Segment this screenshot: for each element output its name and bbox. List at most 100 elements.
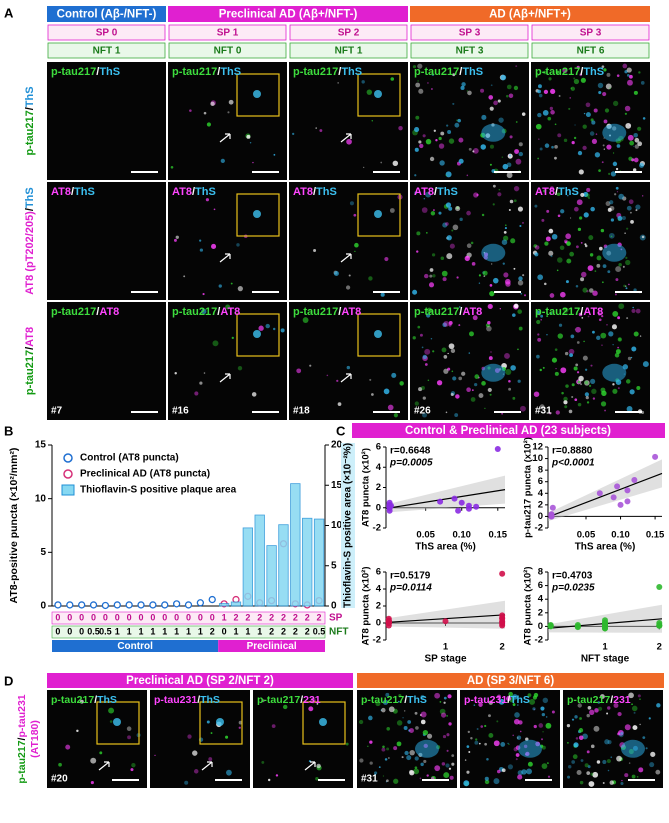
micrograph-signal <box>446 733 450 737</box>
label-part: p-tau231 <box>464 694 507 706</box>
micrograph-signal <box>414 756 419 761</box>
label-part: / <box>313 186 316 198</box>
micrograph-signal <box>90 781 94 785</box>
arrow <box>201 761 213 771</box>
image-label: p-tau217/231 <box>257 694 321 706</box>
micrograph-signal <box>337 82 339 84</box>
micrograph-signal <box>578 735 584 740</box>
plaque-area-bar <box>302 517 313 607</box>
micrograph-signal <box>448 343 455 350</box>
y-tick-label: -2 <box>373 523 381 534</box>
plaque-area-bar <box>230 601 242 607</box>
stage-value: 1 <box>115 626 120 636</box>
micrograph-signal <box>624 112 627 115</box>
micrograph-signal <box>231 336 234 340</box>
stage-value: 0 <box>174 612 179 622</box>
micrograph-signal <box>517 737 519 739</box>
micrograph-signal <box>537 337 542 342</box>
micrograph-signal <box>579 73 583 77</box>
micrograph-signal <box>562 67 568 74</box>
scatter-point <box>465 505 472 512</box>
image-label: p-tau217/231 <box>567 694 631 706</box>
micrograph-signal <box>478 702 483 707</box>
micrograph-signal <box>414 191 418 195</box>
micrograph-signal <box>225 304 231 310</box>
p-value: p=0.0235 <box>551 583 595 594</box>
micrograph-signal <box>579 717 582 720</box>
micrograph-signal <box>493 740 500 747</box>
label-part: / <box>94 694 97 706</box>
micrograph-signal <box>359 758 364 763</box>
stage-value: 0.5 <box>87 626 100 636</box>
puncta-point <box>208 595 216 604</box>
micrograph-signal <box>578 375 584 382</box>
micrograph-signal <box>554 123 557 126</box>
micrograph-signal <box>419 143 424 149</box>
micrograph-signal <box>431 73 435 76</box>
x-axis-title: SP stage <box>424 654 466 665</box>
micrograph-signal <box>498 188 501 191</box>
micrograph-signal <box>428 282 435 288</box>
micrograph-signal <box>508 154 512 157</box>
group-header: Preclinical AD (Aβ+/NFT-) <box>219 9 358 21</box>
micrograph-signal <box>474 740 479 745</box>
puncta-point <box>54 601 62 609</box>
micrograph-signal <box>510 238 516 244</box>
inset-signal <box>253 210 261 218</box>
micrograph-signal <box>378 766 381 769</box>
y-tick-label: 6 <box>376 442 381 453</box>
micrograph-signal <box>578 728 584 733</box>
micrograph-signal <box>571 383 575 387</box>
inset-box <box>357 193 401 237</box>
micrograph-signal <box>512 313 516 317</box>
micrograph-signal <box>554 371 559 376</box>
micrograph-signal <box>633 331 639 337</box>
micrograph-signal <box>461 371 466 376</box>
micrograph-signal <box>489 106 494 111</box>
micrograph-signal <box>584 380 589 385</box>
micrograph-signal <box>616 191 619 193</box>
micrograph-signal <box>441 347 447 353</box>
stage-row-label: SP <box>329 613 343 624</box>
x-tick-label: 0.10 <box>611 530 630 541</box>
scatter-point <box>602 617 608 624</box>
label-part: p-tau217 <box>16 740 28 783</box>
micrograph-signal <box>175 235 179 239</box>
puncta-point <box>184 601 193 609</box>
micrograph-signal <box>547 775 551 778</box>
stage-value: 1 <box>186 626 191 636</box>
legend-swatch <box>63 469 73 479</box>
puncta-point <box>78 601 86 609</box>
micrograph-signal <box>487 387 492 393</box>
stage-value: 0.5 <box>313 626 326 636</box>
micrograph-signal <box>386 747 390 751</box>
x-tick-label: 0.05 <box>577 530 596 541</box>
puncta-point <box>172 600 181 608</box>
micrograph <box>531 302 650 420</box>
micrograph-signal <box>275 774 279 777</box>
micrograph-signal <box>389 208 395 213</box>
micrograph-signal <box>626 74 630 77</box>
puncta-point <box>101 601 110 610</box>
micrograph-signal <box>539 404 545 410</box>
micrograph-signal <box>586 187 591 193</box>
micrograph-signal <box>640 81 645 85</box>
micrograph-signal <box>504 353 510 359</box>
micrograph-signal <box>557 257 563 263</box>
micrograph-signal <box>441 762 446 766</box>
micrograph-signal <box>558 95 561 97</box>
micrograph-signal <box>544 282 547 286</box>
stage-value: 0 <box>222 626 227 636</box>
micrograph-signal <box>615 167 619 171</box>
micrograph-signal <box>458 137 464 143</box>
label-part: / <box>217 306 220 318</box>
legend-label: Preclinical AD (AT8 puncta) <box>80 469 210 480</box>
micrograph-signal <box>492 203 495 206</box>
micrograph <box>410 302 529 420</box>
micrograph-signal <box>473 192 479 198</box>
micrograph-signal <box>606 72 611 77</box>
micrograph-signal <box>489 393 492 396</box>
micrograph-signal <box>604 409 606 412</box>
micrograph-signal <box>466 745 470 748</box>
stage-value: 2 <box>269 612 274 622</box>
